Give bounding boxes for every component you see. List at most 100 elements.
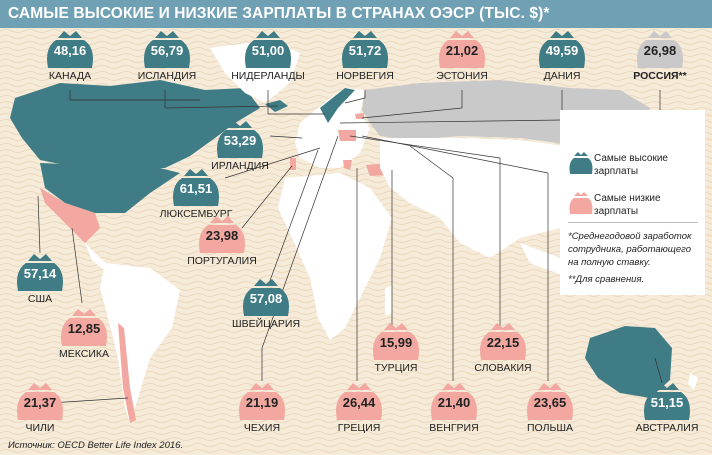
south-america-shape [100,263,180,423]
source-note: Источник: OECD Better Life Index 2016. [8,440,184,451]
legend-low-swatch [568,192,594,219]
legend-high-label: Самые высокие зарплаты [594,153,668,177]
purse-estonia: 21,02 [436,30,488,68]
purse-icon [539,31,585,68]
purse-value-ireland: 53,29 [223,133,257,148]
purse-netherlands: 51,00 [242,30,294,68]
country-label-poland: ПОЛЬША [526,422,573,434]
purse-icon [243,279,289,316]
purse-value-slovakia: 22,15 [486,335,520,350]
purse-icon [336,383,382,420]
purse-iceland: 56,79 [141,30,193,68]
purse-australia: 51,15 [641,382,693,420]
purse-greece: 26,44 [333,382,385,420]
greece-shape [343,160,352,170]
purse-value-norway: 51,72 [348,43,382,58]
portugal-shape [290,158,296,170]
country-label-canada: КАНАДА [48,70,92,82]
purse-icon [239,383,285,420]
purse-value-poland: 23,65 [533,395,567,410]
asia-shape [380,138,600,258]
purse-icon [17,383,63,420]
purse-czech: 21,19 [236,382,288,420]
chile-shape [118,323,136,423]
country-label-iceland: ИСЛАНДИЯ [137,70,197,82]
usa-shape [40,163,180,213]
purse-usa: 57,14 [14,253,66,291]
purse-value-greece: 26,44 [342,395,376,410]
purse-value-denmark: 49,59 [545,43,579,58]
country-label-russia: РОССИЯ** [633,70,687,82]
country-label-netherlands: НИДЕРЛАНДЫ [231,70,305,82]
purse-mexico: 12,85 [58,308,110,346]
purse-icon [173,169,219,206]
purse-value-luxembourg: 61,51 [179,181,213,196]
purse-icon [527,383,573,420]
purse-icon [245,31,291,68]
purse-icon [480,323,526,360]
country-label-usa: США [27,293,53,305]
purse-turkey: 15,99 [370,322,422,360]
purse-value-portugal: 23,98 [205,228,239,243]
purse-switzerland: 57,08 [240,278,292,316]
country-label-hungary: ВЕНГРИЯ [429,422,479,434]
purse-icon [61,309,107,346]
purse-icon [644,383,690,420]
country-label-portugal: ПОРТУГАЛИЯ [187,255,257,267]
page-title: САМЫЕ ВЫСОКИЕ И НИЗКИЕ ЗАРПЛАТЫ В СТРАНА… [8,5,550,22]
purse-icon [17,254,63,291]
purse-value-usa: 57,14 [23,266,57,281]
purse-portugal: 23,98 [196,215,248,253]
purse-icon [342,31,388,68]
purse-icon [637,31,683,68]
purse-value-hungary: 21,40 [437,395,471,410]
purse-value-iceland: 56,79 [150,43,184,58]
europe-shape [295,88,370,168]
legend-note-2: **Для сравнения. [568,274,645,285]
purse-slovakia: 22,15 [477,322,529,360]
country-label-switzerland: ШВЕЙЦАРИЯ [231,318,301,330]
purse-chile: 21,37 [14,382,66,420]
purse-ireland: 53,29 [214,120,266,158]
purse-poland: 23,65 [524,382,576,420]
country-label-estonia: ЭСТОНИЯ [436,70,488,82]
country-label-denmark: ДАНИЯ [543,70,581,82]
purse-value-mexico: 12,85 [67,321,101,336]
country-label-chile: ЧИЛИ [25,422,55,434]
purse-value-russia: 26,98 [643,43,677,58]
purse-icon [431,383,477,420]
purse-icon [144,31,190,68]
purse-icon [199,216,245,253]
australia-shape [585,326,672,398]
country-label-greece: ГРЕЦИЯ [337,422,381,434]
country-label-czech: ЧЕХИЯ [243,422,281,434]
purse-icon [217,121,263,158]
purse-hungary: 21,40 [428,382,480,420]
header-bar: САМЫЕ ВЫСОКИЕ И НИЗКИЕ ЗАРПЛАТЫ В СТРАНА… [0,0,712,28]
country-label-norway: НОРВЕГИЯ [336,70,394,82]
leader-lines [37,90,663,404]
legend-divider [568,222,698,223]
purse-value-estonia: 21,02 [445,43,479,58]
purse-icon [47,31,93,68]
country-label-turkey: ТУРЦИЯ [374,362,418,374]
africa-shape [278,173,392,340]
purse-value-czech: 21,19 [245,395,279,410]
legend-high-swatch [568,152,594,179]
purse-icon [439,31,485,68]
country-label-luxembourg: ЛЮКСЕМБУРГ [159,208,233,220]
purse-russia: 26,98 [634,30,686,68]
norway-shape [320,88,355,123]
purse-norway: 51,72 [339,30,391,68]
purse-value-netherlands: 51,00 [251,43,285,58]
poland-shape [338,130,356,141]
country-label-mexico: МЕКСИКА [59,348,109,360]
legend: Самые высокие зарплаты Самые низкие зарп… [560,110,705,295]
estonia-shape [355,113,364,119]
purse-canada: 48,16 [44,30,96,68]
country-label-slovakia: СЛОВАКИЯ [474,362,532,374]
legend-low-label: Самые низкие зарплаты [594,193,661,217]
mexico-shape [40,188,100,243]
purse-value-australia: 51,15 [650,395,684,410]
canada-shape [10,80,260,168]
